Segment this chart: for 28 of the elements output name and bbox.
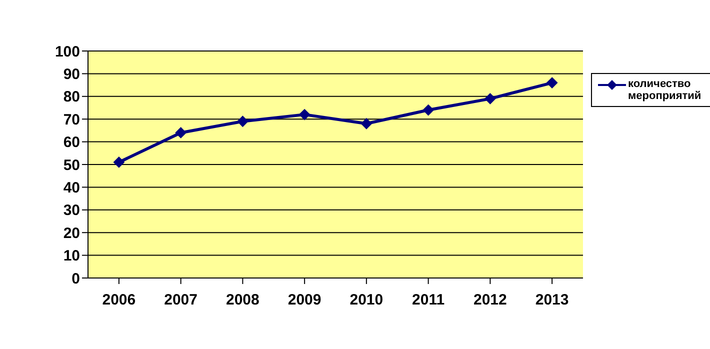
y-tick-label: 50	[63, 156, 80, 174]
point	[360, 118, 372, 130]
y-tick-label: 100	[54, 43, 80, 60]
point	[546, 77, 558, 88]
y-tick-label: 10	[63, 248, 80, 265]
y-tick-label: 30	[63, 202, 80, 220]
legend-label: количество мероприятий	[628, 78, 702, 102]
y-tick-label: 90	[63, 66, 80, 84]
point	[422, 104, 434, 116]
x-tick-label: 2010	[350, 292, 384, 309]
y-tick-label: 40	[63, 180, 80, 197]
y-tick-label: 60	[63, 134, 80, 152]
x-tick-label: 2007	[164, 292, 198, 309]
y-tick-label: 70	[63, 111, 80, 128]
point	[237, 116, 248, 127]
x-tick-label: 2009	[288, 292, 322, 309]
point	[484, 93, 496, 104]
point	[113, 156, 124, 168]
point	[175, 127, 186, 138]
x-tick-label: 2012	[474, 292, 507, 309]
y-tick-label: 20	[63, 224, 80, 242]
x-tick-label: 2006	[102, 292, 136, 309]
point	[299, 109, 310, 120]
x-tick-label: 2011	[412, 292, 445, 309]
x-tick-label: 2008	[226, 292, 260, 309]
y-tick-label: 80	[63, 88, 80, 106]
x-tick-label: 2013	[535, 292, 569, 309]
y-tick-label: 0	[72, 270, 80, 288]
